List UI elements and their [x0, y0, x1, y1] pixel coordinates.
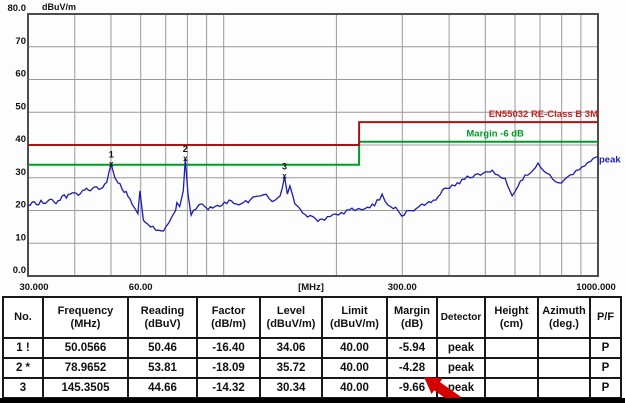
table-cell: -5.94 — [386, 337, 438, 359]
limit-line — [28, 121, 598, 146]
x-tick-label: 30.000 — [19, 282, 48, 293]
y-tick-label: 10 — [15, 232, 26, 243]
column-header-detector: Detector — [436, 296, 486, 339]
y-tick-label: 40 — [15, 134, 26, 145]
column-header-limit: Limit (dBuV/m) — [321, 296, 388, 339]
table-cell: 50.0566 — [42, 337, 129, 359]
column-header-reading: Reading (dBuV) — [127, 296, 198, 339]
table-cell: 34.06 — [259, 337, 323, 359]
column-header-factor: Factor (dB/m) — [196, 296, 261, 339]
table-cell: -18.09 — [196, 357, 261, 379]
table-cell: 145.3505 — [42, 377, 129, 399]
x-tick-label: 60.00 — [129, 282, 153, 293]
table-cell: peak — [436, 377, 486, 399]
x-tick-label: 300.00 — [388, 282, 417, 293]
table-cell: P — [589, 337, 622, 359]
table-cell: 44.66 — [127, 377, 198, 399]
table-cell — [537, 337, 591, 359]
table-cell: 35.72 — [259, 357, 323, 379]
column-header-pf: P/F — [589, 296, 622, 339]
table-cell: P — [589, 377, 622, 399]
table-cell — [484, 337, 539, 359]
column-header-no: No. — [2, 296, 44, 339]
results-table: No. Frequency (MHz) Reading (dBuV) Factor(… — [2, 296, 622, 399]
x-axis-unit-label: [MHz] — [298, 282, 324, 293]
table-cell — [484, 377, 539, 399]
marker-number: 3 — [282, 162, 287, 172]
y-axis-unit-label: dBuV/m — [42, 2, 76, 12]
column-header-azimuth: Azimuth (deg.) — [537, 296, 591, 339]
margin-line — [28, 140, 598, 166]
table-cell — [484, 357, 539, 379]
table-cell: peak — [436, 337, 486, 359]
y-tick-label: 70 — [15, 36, 26, 47]
table-row: 1 ! 50.0566 50.46 -16.40 34.06 40.00 -5.… — [2, 337, 622, 359]
bottom-border-bar — [0, 398, 625, 403]
table-cell — [537, 377, 591, 399]
column-header-height: Height (cm) — [484, 296, 539, 339]
column-header-margin: Margin (dB) — [386, 296, 438, 339]
table-cell: peak — [436, 357, 486, 379]
y-tick-label: 20 — [15, 200, 26, 211]
table-cell: -9.66 — [386, 377, 438, 399]
table-cell: 50.46 — [127, 337, 198, 359]
signal-trace — [28, 155, 599, 232]
table-row: 2 * 78.9652 53.81 -18.09 35.72 40.00 -4.… — [2, 357, 622, 379]
table-cell: -16.40 — [196, 337, 261, 359]
y-tick-label: 50 — [15, 101, 26, 112]
table-cell: 78.9652 — [42, 357, 129, 379]
trace-name-label: peak — [599, 155, 621, 166]
table-cell: -4.28 — [386, 357, 438, 379]
table-header-row: No. Frequency (MHz) Reading (dBuV) Factor(… — [2, 296, 622, 339]
table-cell: 30.34 — [259, 377, 323, 399]
table-cell — [537, 357, 591, 379]
column-header-level: Level (dBuV/m) — [259, 296, 323, 339]
marker-number: 1 — [109, 150, 114, 160]
y-tick-label: 0.0 — [13, 265, 26, 276]
table-cell: 40.00 — [321, 357, 388, 379]
marker-x-icon: x — [109, 160, 114, 169]
y-tick-label: 60 — [15, 69, 26, 80]
marker-x-icon: x — [282, 172, 287, 181]
marker-x-icon: x — [183, 154, 188, 163]
table-cell: P — [589, 357, 622, 379]
marker-number: 2 — [183, 144, 188, 154]
table-row: 3 145.3505 44.66 -14.32 30.34 40.00 -9.6… — [2, 377, 622, 399]
table-cell: 3 — [2, 377, 44, 399]
y-tick-label: 80.0 — [8, 3, 27, 14]
table-cell: 40.00 — [321, 337, 388, 359]
table-cell: 53.81 — [127, 357, 198, 379]
x-tick-label: 1000.000 — [576, 282, 616, 293]
y-tick-label: 30 — [15, 167, 26, 178]
table-cell: 1 ! — [2, 337, 44, 359]
table-cell: -14.32 — [196, 377, 261, 399]
table-cell: 40.00 — [321, 377, 388, 399]
table-cell: 2 * — [2, 357, 44, 379]
limit-line-label: EN55032 RE-Class B 3M — [489, 109, 598, 120]
margin-line-label: Margin -6 dB — [466, 129, 524, 140]
column-header-frequency: Frequency (MHz) — [42, 296, 129, 339]
